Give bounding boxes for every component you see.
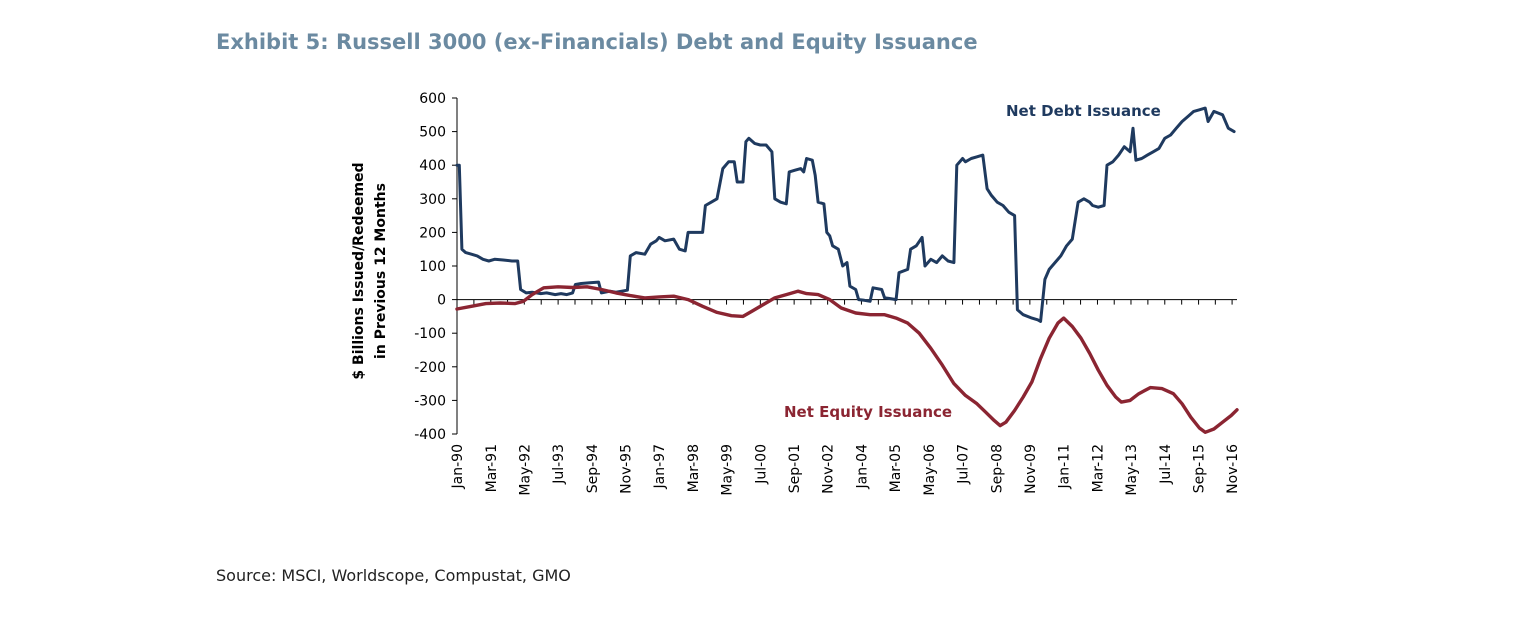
x-tick-label: May-92 [517, 444, 533, 496]
y-tick-label: 400 [419, 158, 446, 174]
y-axis-title-line-1: $ Billions Issued/Redeemed [351, 162, 367, 379]
net-debt-issuance-line [455, 106, 1236, 323]
x-tick-label: Mar-91 [484, 444, 500, 492]
x-tick-label: Sep-08 [989, 444, 1005, 493]
net-debt-issuance-label: Net Debt Issuance [1006, 102, 1161, 120]
y-tick-label: -200 [414, 360, 446, 376]
y-tick-label: 0 [437, 293, 446, 309]
x-tick-label: Sep-15 [1192, 444, 1208, 493]
y-axis-ticks: 600 500 400 300 200 100 0 -100 -200 -300 -400 [414, 91, 457, 443]
x-tick-label: Sep-01 [787, 444, 803, 493]
exhibit-title: Exhibit 5: Russell 3000 (ex-Financials) … [216, 30, 978, 54]
y-tick-label: 300 [419, 192, 446, 208]
x-tick-label: Mar-12 [1090, 444, 1106, 492]
series-lines [455, 106, 1239, 434]
x-tick-label: Sep-94 [585, 444, 601, 493]
x-tick-label: Jan-04 [854, 444, 870, 490]
x-tick-label: Jul-07 [956, 444, 972, 485]
x-tick-label: Jul-93 [551, 444, 567, 485]
x-tick-label: Nov-02 [821, 444, 837, 494]
y-axis-title: $ Billions Issued/Redeemed in Previous 1… [351, 162, 389, 379]
x-tick-label: May-99 [720, 444, 736, 496]
x-tick-label: Jan-97 [652, 444, 668, 489]
x-tick-label: Jul-00 [753, 444, 769, 485]
y-tick-label: -400 [414, 427, 446, 443]
x-tick-label: Nov-95 [618, 444, 634, 494]
y-tick-label: 600 [419, 91, 446, 107]
y-tick-label: -300 [414, 393, 446, 409]
y-tick-label: 100 [419, 259, 446, 275]
net-equity-issuance-label: Net Equity Issuance [784, 403, 952, 421]
y-axis-title-line-2: in Previous 12 Months [373, 183, 389, 359]
x-tick-label: May-06 [922, 444, 938, 496]
x-tick-label: Mar-05 [888, 444, 904, 492]
x-tick-label: May-13 [1124, 444, 1140, 496]
x-tick-label: Jan-11 [1057, 444, 1073, 489]
x-tick-label: Jul-14 [1158, 444, 1174, 485]
source-note: Source: MSCI, Worldscope, Compustat, GMO [216, 566, 571, 585]
y-tick-label: 200 [419, 225, 446, 241]
x-tick-label: Nov-16 [1225, 444, 1241, 494]
net-equity-issuance-line [455, 285, 1239, 434]
x-tick-label: Mar-98 [686, 444, 702, 492]
y-tick-label: 500 [419, 125, 446, 141]
y-tick-label: -100 [414, 326, 446, 342]
x-axis-ticks: Jan-90 Mar-91 May-92 Jul-93 Sep-94 Nov-95 Jan-… [450, 299, 1241, 496]
x-tick-label: Nov-09 [1023, 444, 1039, 494]
x-tick-label: Jan-90 [450, 444, 466, 489]
